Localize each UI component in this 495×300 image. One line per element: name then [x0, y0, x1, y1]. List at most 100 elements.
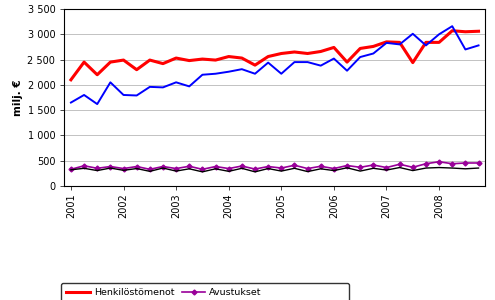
Avustukset [370, 163, 376, 167]
Aineet, tarvikkeet ja tavarat [81, 167, 87, 170]
Palvelujen ostot [226, 70, 232, 74]
Palvelujen ostot [436, 32, 442, 36]
Avustukset [396, 163, 402, 166]
Avustukset [173, 167, 179, 170]
Henkilöstömenot [344, 60, 350, 64]
Aineet, tarvikkeet ja tavarat [186, 167, 192, 171]
Henkilöstömenot [436, 40, 442, 44]
Avustukset [121, 167, 127, 170]
Avustukset [318, 164, 324, 168]
Aineet, tarvikkeet ja tavarat [449, 166, 455, 170]
Aineet, tarvikkeet ja tavarat [173, 169, 179, 173]
Aineet, tarvikkeet ja tavarat [292, 167, 297, 170]
Aineet, tarvikkeet ja tavarat [278, 169, 284, 173]
Aineet, tarvikkeet ja tavarat [370, 167, 376, 170]
Aineet, tarvikkeet ja tavarat [252, 170, 258, 174]
Y-axis label: milj. €: milj. € [13, 79, 23, 116]
Henkilöstömenot [384, 40, 390, 44]
Palvelujen ostot [94, 102, 100, 106]
Henkilöstömenot [370, 45, 376, 48]
Palvelujen ostot [81, 93, 87, 97]
Palvelujen ostot [304, 60, 310, 64]
Henkilöstömenot [423, 40, 429, 44]
Line: Henkilöstömenot: Henkilöstömenot [71, 31, 479, 80]
Palvelujen ostot [331, 57, 337, 60]
Aineet, tarvikkeet ja tavarat [212, 167, 218, 171]
Palvelujen ostot [107, 80, 113, 84]
Avustukset [160, 165, 166, 168]
Avustukset [423, 162, 429, 166]
Palvelujen ostot [423, 44, 429, 47]
Henkilöstömenot [318, 50, 324, 53]
Palvelujen ostot [476, 44, 482, 47]
Henkilöstömenot [476, 29, 482, 33]
Aineet, tarvikkeet ja tavarat [94, 169, 100, 172]
Palvelujen ostot [134, 94, 140, 97]
Aineet, tarvikkeet ja tavarat [396, 166, 402, 169]
Aineet, tarvikkeet ja tavarat [265, 167, 271, 170]
Avustukset [476, 161, 482, 165]
Henkilöstömenot [304, 52, 310, 55]
Henkilöstömenot [357, 46, 363, 50]
Aineet, tarvikkeet ja tavarat [226, 169, 232, 173]
Aineet, tarvikkeet ja tavarat [331, 169, 337, 172]
Henkilöstömenot [147, 58, 153, 62]
Palvelujen ostot [173, 80, 179, 84]
Henkilöstömenot [134, 68, 140, 71]
Palvelujen ostot [462, 48, 468, 51]
Aineet, tarvikkeet ja tavarat [107, 166, 113, 170]
Avustukset [357, 166, 363, 169]
Henkilöstömenot [81, 60, 87, 64]
Palvelujen ostot [160, 85, 166, 89]
Palvelujen ostot [384, 41, 390, 45]
Palvelujen ostot [396, 43, 402, 46]
Aineet, tarvikkeet ja tavarat [344, 166, 350, 169]
Avustukset [186, 164, 192, 168]
Palvelujen ostot [147, 85, 153, 89]
Henkilöstömenot [410, 61, 416, 64]
Aineet, tarvikkeet ja tavarat [147, 169, 153, 173]
Henkilöstömenot [68, 78, 74, 82]
Palvelujen ostot [199, 73, 205, 76]
Palvelujen ostot [252, 72, 258, 76]
Palvelujen ostot [186, 85, 192, 88]
Henkilöstömenot [265, 55, 271, 58]
Legend: Henkilöstömenot, Palvelujen ostot, Avustukset, Aineet, tarvikkeet ja tavarat: Henkilöstömenot, Palvelujen ostot, Avust… [61, 283, 348, 300]
Palvelujen ostot [410, 32, 416, 36]
Aineet, tarvikkeet ja tavarat [462, 167, 468, 171]
Avustukset [292, 164, 297, 167]
Henkilöstömenot [278, 52, 284, 55]
Henkilöstömenot [331, 46, 337, 49]
Line: Palvelujen ostot: Palvelujen ostot [71, 26, 479, 104]
Henkilöstömenot [160, 62, 166, 65]
Palvelujen ostot [344, 69, 350, 73]
Avustukset [462, 161, 468, 165]
Aineet, tarvikkeet ja tavarat [384, 168, 390, 172]
Palvelujen ostot [449, 24, 455, 28]
Aineet, tarvikkeet ja tavarat [121, 169, 127, 172]
Avustukset [239, 164, 245, 168]
Henkilöstömenot [212, 58, 218, 62]
Aineet, tarvikkeet ja tavarat [476, 166, 482, 170]
Aineet, tarvikkeet ja tavarat [318, 167, 324, 171]
Aineet, tarvikkeet ja tavarat [199, 170, 205, 174]
Henkilöstömenot [462, 30, 468, 34]
Henkilöstömenot [107, 60, 113, 64]
Palvelujen ostot [278, 72, 284, 76]
Palvelujen ostot [265, 61, 271, 64]
Avustukset [81, 164, 87, 168]
Palvelujen ostot [239, 68, 245, 71]
Palvelujen ostot [68, 101, 74, 104]
Aineet, tarvikkeet ja tavarat [410, 169, 416, 172]
Line: Aineet, tarvikkeet ja tavarat: Aineet, tarvikkeet ja tavarat [71, 167, 479, 172]
Avustukset [384, 166, 390, 169]
Aineet, tarvikkeet ja tavarat [357, 169, 363, 173]
Line: Avustukset: Avustukset [69, 160, 480, 171]
Henkilöstömenot [449, 29, 455, 32]
Avustukset [107, 165, 113, 168]
Avustukset [344, 164, 350, 167]
Henkilöstömenot [239, 56, 245, 60]
Henkilöstömenot [226, 55, 232, 58]
Avustukset [436, 160, 442, 164]
Avustukset [265, 165, 271, 168]
